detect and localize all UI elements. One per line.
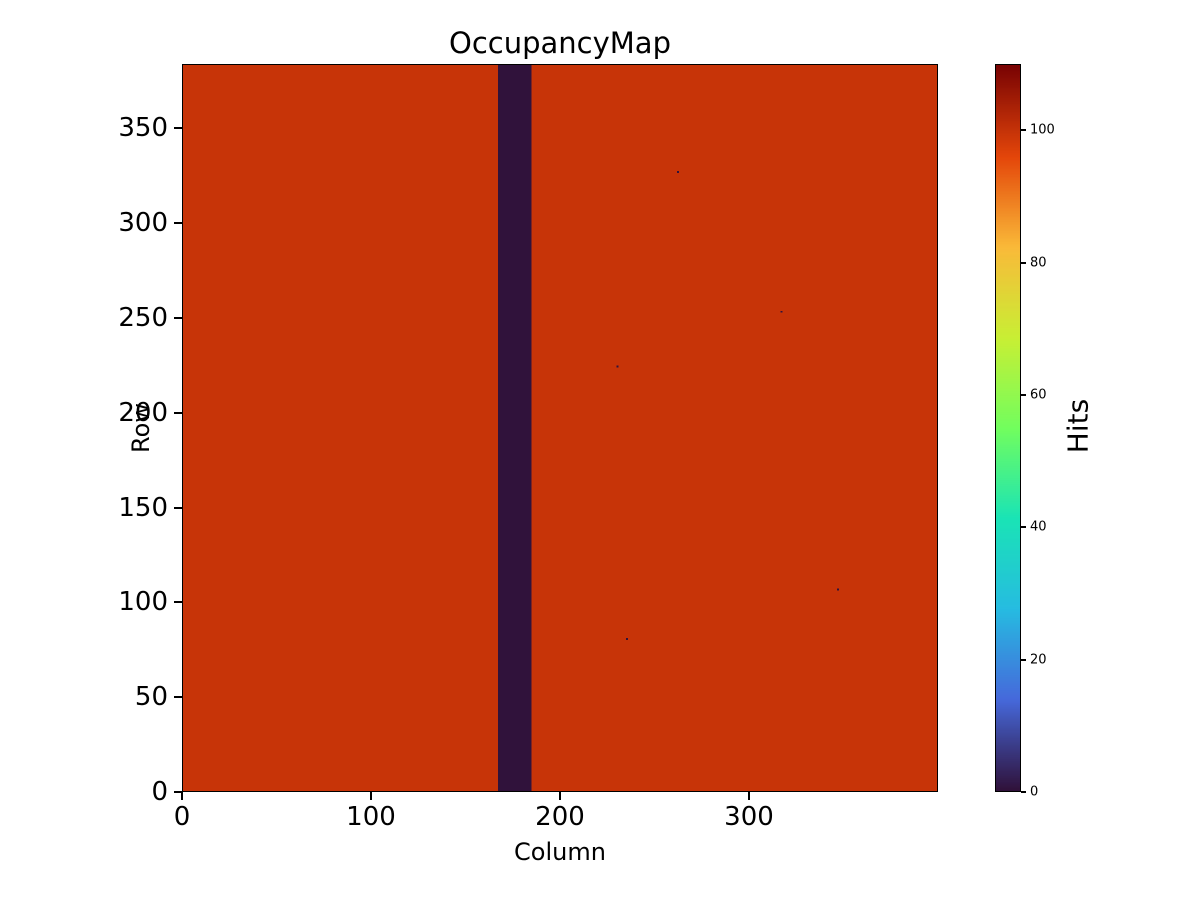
x-tick-mark — [181, 792, 183, 800]
colorbar-tick-label: 40 — [1030, 519, 1047, 535]
colorbar-tick-label: 80 — [1030, 255, 1047, 271]
plot-area — [182, 64, 938, 792]
colorbar-tick-mark — [1021, 261, 1026, 264]
y-tick-label: 50 — [134, 682, 168, 713]
y-tick-mark — [174, 791, 182, 793]
x-tick-mark — [559, 792, 561, 800]
y-tick-mark — [174, 411, 182, 414]
colorbar-gradient — [996, 65, 1020, 791]
y-tick-label: 100 — [118, 587, 168, 618]
colorbar-tick-label: 60 — [1030, 387, 1047, 403]
y-tick-label: 300 — [118, 208, 168, 239]
y-tick-label: 350 — [118, 113, 168, 144]
y-tick-mark — [174, 601, 182, 604]
chart-title: OccupancyMap — [449, 26, 671, 60]
y-tick-mark — [174, 222, 182, 225]
y-tick-label: 250 — [118, 303, 168, 334]
x-tick-label: 0 — [173, 802, 191, 832]
colorbar-tick-label: 0 — [1030, 784, 1039, 800]
colorbar-label: Hits — [1061, 398, 1095, 454]
colorbar-tick-mark — [1021, 658, 1026, 661]
colorbar-tick-label: 100 — [1030, 122, 1055, 138]
y-tick-mark — [174, 506, 182, 509]
x-tick-mark — [370, 792, 372, 800]
y-tick-mark — [174, 127, 182, 130]
x-tick-mark — [748, 792, 750, 800]
x-tick-label: 100 — [346, 802, 396, 832]
y-tick-mark — [174, 696, 182, 699]
colorbar-tick-label: 20 — [1030, 652, 1047, 668]
colorbar — [995, 64, 1021, 792]
colorbar-tick-mark — [1021, 129, 1026, 132]
colorbar-tick-mark — [1021, 791, 1026, 793]
y-tick-mark — [174, 317, 182, 320]
x-tick-label: 300 — [724, 802, 774, 832]
heatmap-image — [183, 65, 937, 791]
x-tick-label: 200 — [535, 802, 585, 832]
x-axis-label: Column — [514, 838, 606, 866]
y-tick-label: 150 — [118, 492, 168, 523]
colorbar-tick-mark — [1021, 526, 1026, 529]
y-tick-label: 200 — [118, 397, 168, 428]
colorbar-tick-mark — [1021, 393, 1026, 396]
y-tick-label: 0 — [151, 777, 168, 807]
